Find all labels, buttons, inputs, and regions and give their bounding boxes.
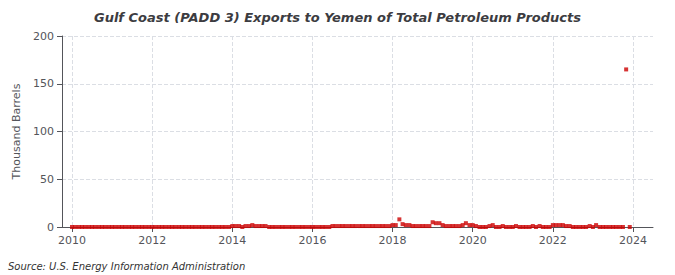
svg-text:100: 100 [33,125,54,138]
svg-text:2022: 2022 [539,234,567,247]
svg-text:2012: 2012 [138,234,166,247]
svg-text:2016: 2016 [298,234,326,247]
svg-text:Thousand Barrels: Thousand Barrels [10,83,23,180]
svg-text:0: 0 [47,221,54,234]
svg-text:2010: 2010 [58,234,86,247]
svg-text:2018: 2018 [379,234,407,247]
svg-text:Gulf Coast (PADD 3) Exports to: Gulf Coast (PADD 3) Exports to Yemen of … [94,10,581,25]
svg-text:2020: 2020 [459,234,487,247]
svg-text:2024: 2024 [619,234,647,247]
svg-text:2014: 2014 [218,234,246,247]
svg-text:150: 150 [33,77,54,90]
svg-text:50: 50 [40,173,54,186]
svg-text:Source: U.S. Energy Informatio: Source: U.S. Energy Information Administ… [8,261,245,272]
svg-text:200: 200 [33,30,54,43]
